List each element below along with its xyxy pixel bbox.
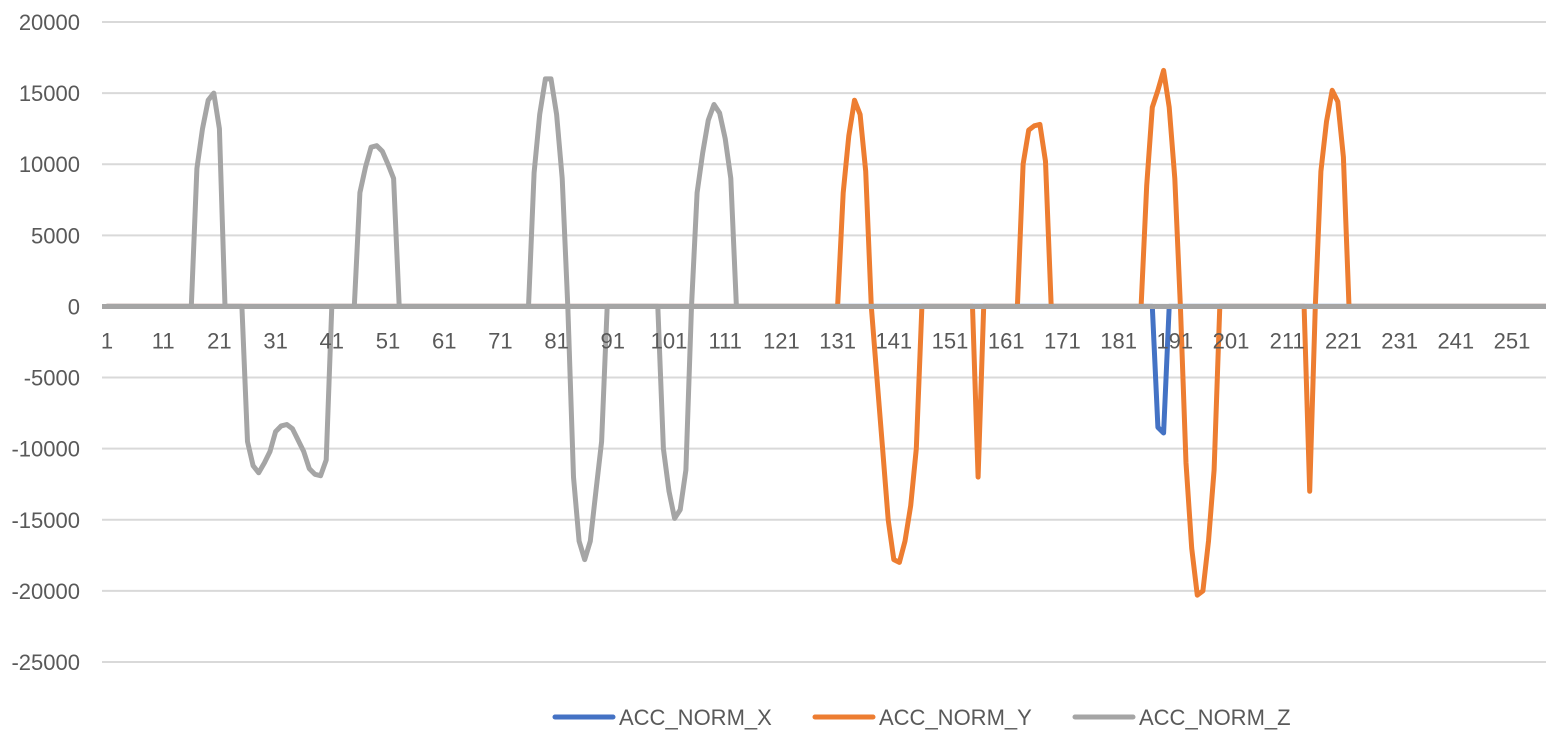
x-tick-label: 111 <box>708 328 741 353</box>
x-tick-label: 131 <box>819 328 856 353</box>
x-tick-label: 1 <box>101 328 113 353</box>
legend: ACC_NORM_X ACC_NORM_Y ACC_NORM_Z <box>552 705 1291 730</box>
series-line-acc-norm-x <box>104 303 1546 436</box>
x-tick-label: 51 <box>376 328 400 353</box>
x-tick-label: 151 <box>932 328 969 353</box>
x-tick-label: 171 <box>1044 328 1081 353</box>
y-tick-label: 5000 <box>31 223 80 248</box>
x-tick-label: 181 <box>1100 328 1137 353</box>
x-tick-label: 21 <box>207 328 231 353</box>
x-tick-label: 81 <box>544 328 568 353</box>
x-tick-label: 161 <box>988 328 1025 353</box>
y-tick-label: 0 <box>68 294 80 319</box>
y-tick-label: -25000 <box>11 650 80 675</box>
y-tick-label: -5000 <box>24 366 80 391</box>
x-tick-label: 121 <box>763 328 800 353</box>
series-line-acc-norm-y <box>104 67 1546 598</box>
x-tick-label: 11 <box>152 328 175 353</box>
x-tick-label: 71 <box>488 328 512 353</box>
y-tick-label: 10000 <box>19 152 80 177</box>
y-axis-ticks: 20000 15000 10000 5000 0 -5000 -10000 -15000 -20… <box>11 10 80 675</box>
y-tick-label: 15000 <box>19 81 80 106</box>
x-tick-label: 251 <box>1494 328 1531 353</box>
x-tick-label: 201 <box>1213 328 1250 353</box>
legend-label: ACC_NORM_Z <box>1139 705 1291 730</box>
x-tick-label: 211 <box>1270 328 1305 353</box>
x-tick-label: 61 <box>432 328 456 353</box>
gridlines <box>102 21 1546 663</box>
x-tick-label: 101 <box>651 328 688 353</box>
x-tick-label: 91 <box>601 328 625 353</box>
y-tick-label: -10000 <box>11 437 80 462</box>
x-tick-label: 141 <box>875 328 912 353</box>
y-tick-label: 20000 <box>19 10 80 35</box>
y-tick-label: -15000 <box>11 508 80 533</box>
x-tick-label: 241 <box>1437 328 1474 353</box>
x-tick-label: 41 <box>320 328 344 353</box>
x-tick-label: 231 <box>1381 328 1418 353</box>
y-tick-label: -20000 <box>11 579 80 604</box>
legend-label: ACC_NORM_Y <box>879 705 1032 730</box>
legend-label: ACC_NORM_X <box>619 705 772 730</box>
x-tick-label: 31 <box>263 328 287 353</box>
x-tick-label: 191 <box>1156 328 1193 353</box>
series-line-acc-norm-z <box>104 76 1546 563</box>
x-tick-label: 221 <box>1325 328 1362 353</box>
x-axis-ticks: 1 11 21 31 41 51 61 71 81 91 101 111 121 131 141 151 161… <box>101 328 1530 353</box>
